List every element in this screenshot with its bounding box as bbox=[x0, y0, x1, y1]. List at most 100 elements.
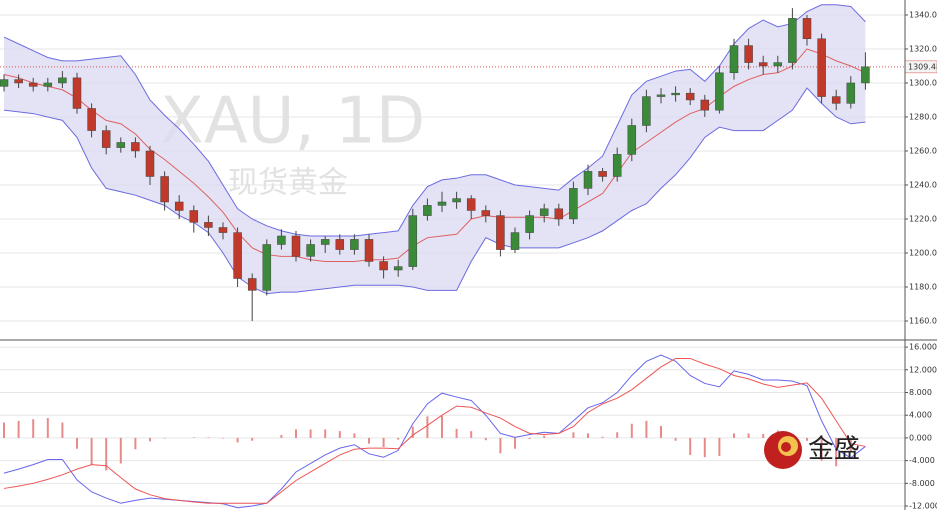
histogram-bar bbox=[192, 437, 195, 438]
histogram-bar bbox=[470, 431, 473, 438]
histogram-bar bbox=[718, 437, 721, 457]
candle-body bbox=[320, 239, 330, 245]
histogram-bar bbox=[674, 437, 677, 441]
histogram-bar bbox=[149, 437, 151, 442]
candle-body bbox=[846, 82, 856, 104]
watermark-title: XAU, 1D bbox=[160, 85, 425, 159]
candle-body bbox=[817, 38, 826, 97]
histogram-bar bbox=[528, 437, 531, 440]
candle-body bbox=[291, 235, 301, 257]
candle-body bbox=[28, 82, 38, 87]
histogram-bar bbox=[17, 420, 20, 438]
histogram-bar bbox=[163, 437, 166, 439]
histogram-bar bbox=[587, 433, 589, 438]
candle-body bbox=[437, 201, 447, 206]
histogram-bar bbox=[207, 437, 210, 438]
y-tick-label: 12.000 bbox=[909, 365, 937, 374]
candle-body bbox=[773, 62, 783, 67]
candle-body bbox=[0, 79, 9, 87]
histogram-bar bbox=[601, 436, 604, 438]
candle-body bbox=[277, 235, 286, 245]
histogram-bar bbox=[514, 437, 516, 449]
candle-body bbox=[160, 176, 169, 203]
y-tick-label: 1280.00 bbox=[909, 112, 937, 121]
candle-body bbox=[145, 150, 155, 177]
y-tick-label: 1320.00 bbox=[909, 44, 937, 53]
histogram-bar bbox=[616, 432, 619, 438]
last-price-label: 1309.48 bbox=[908, 62, 937, 71]
band-fill bbox=[4, 4, 866, 294]
candle-body bbox=[466, 198, 476, 211]
y-tick-label: 1160.00 bbox=[909, 316, 937, 325]
candle-body bbox=[831, 96, 841, 104]
histogram-bar bbox=[572, 432, 575, 438]
candle-body bbox=[233, 232, 242, 279]
histogram-bar bbox=[689, 437, 692, 455]
histogram-bar bbox=[411, 426, 414, 438]
histogram-bar bbox=[119, 437, 122, 464]
candle-body bbox=[671, 92, 680, 96]
logo-core bbox=[781, 442, 791, 452]
histogram-bar bbox=[338, 431, 341, 438]
candle-body bbox=[788, 18, 797, 63]
y-tick-label: 1220.00 bbox=[909, 214, 937, 223]
candle-body bbox=[861, 66, 870, 84]
candle-body bbox=[423, 205, 432, 216]
candle-body bbox=[43, 82, 53, 87]
histogram-bar bbox=[645, 420, 648, 438]
histogram-bar bbox=[222, 437, 224, 439]
histogram-bar bbox=[76, 437, 78, 449]
histogram-bar bbox=[441, 415, 443, 438]
candle-body bbox=[116, 142, 126, 148]
candle-body bbox=[72, 77, 82, 109]
histogram-bar bbox=[46, 418, 49, 438]
candle-body bbox=[627, 125, 637, 155]
histogram-bar bbox=[3, 422, 5, 438]
watermark-subtitle: 现货黄金 bbox=[228, 166, 348, 201]
histogram-bar bbox=[499, 437, 502, 454]
candle-body bbox=[335, 239, 345, 250]
candle-body bbox=[101, 130, 111, 148]
candle-body bbox=[364, 239, 374, 262]
y-tick-label: -4.000 bbox=[909, 456, 935, 465]
y-tick-label: 1300.00 bbox=[909, 78, 937, 87]
candle-body bbox=[525, 215, 534, 233]
price-panel: 1160.00 1180.00 1200.00 1220.00 1240.00 1260.… bbox=[0, 4, 937, 325]
candle-body bbox=[481, 210, 491, 216]
candle-body bbox=[758, 62, 768, 67]
candle-body bbox=[656, 94, 666, 97]
histogram-bar bbox=[309, 429, 312, 438]
candle-body bbox=[306, 244, 315, 257]
histogram-bar bbox=[835, 437, 838, 467]
histogram-bar bbox=[134, 437, 137, 450]
histogram-bar bbox=[251, 437, 254, 441]
histogram-bar bbox=[543, 435, 546, 438]
histogram-bar bbox=[32, 419, 35, 438]
candle-body bbox=[744, 45, 753, 63]
histogram-bar bbox=[484, 437, 487, 441]
candle-body bbox=[452, 198, 461, 203]
histogram-bar bbox=[762, 433, 765, 438]
histogram-bar bbox=[324, 429, 327, 438]
histogram-bar bbox=[397, 437, 400, 440]
histogram-bar bbox=[660, 426, 662, 438]
histogram-bar bbox=[105, 437, 108, 471]
candle-body bbox=[554, 208, 564, 220]
candle-body bbox=[700, 99, 710, 111]
histogram-bar bbox=[820, 437, 823, 461]
y-tick-label: 8.000 bbox=[909, 388, 932, 397]
y-tick-label: -8.000 bbox=[909, 479, 935, 488]
candle-body bbox=[802, 18, 812, 40]
signal-line bbox=[3, 357, 866, 504]
candle-body bbox=[189, 210, 199, 223]
histogram-bar bbox=[61, 422, 64, 438]
histogram-bar bbox=[806, 437, 808, 441]
candle-body bbox=[14, 79, 23, 84]
candle-body bbox=[539, 208, 549, 216]
histogram-bar bbox=[280, 435, 283, 438]
candle-body bbox=[204, 222, 213, 228]
candle-body bbox=[642, 96, 651, 126]
y-tick-label: 1180.00 bbox=[909, 282, 937, 291]
candle-body bbox=[408, 215, 418, 267]
histogram-bar bbox=[426, 416, 429, 438]
